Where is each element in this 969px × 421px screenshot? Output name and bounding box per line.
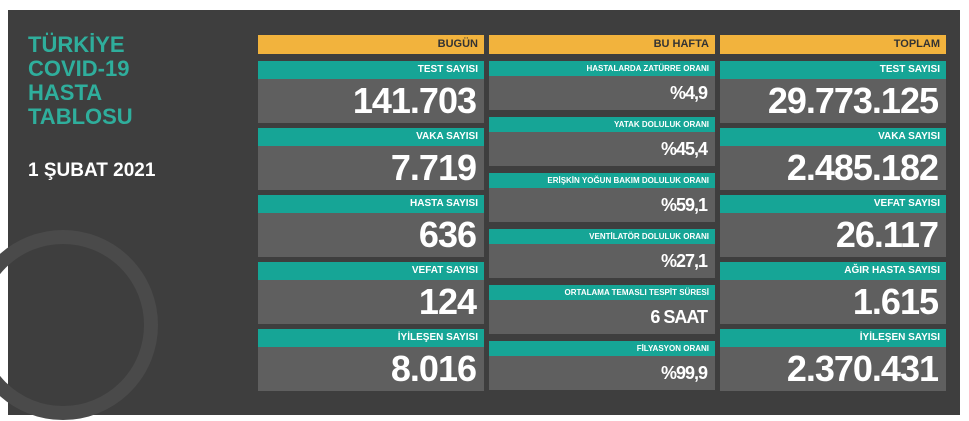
title-line: HASTA: [28, 80, 103, 105]
emblem: [0, 230, 158, 420]
cell-label: YATAK DOLULUK ORANI: [489, 117, 715, 132]
cell-value: %45,4: [489, 132, 715, 166]
title-line: TABLOSU: [28, 104, 133, 129]
date: 1 ŞUBAT 2021: [28, 160, 156, 181]
cell-label: VAKA SAYISI: [720, 128, 946, 146]
cell-label: TEST SAYISI: [258, 61, 484, 79]
cell-value: 1.615: [720, 280, 946, 324]
cell-value: 8.016: [258, 347, 484, 391]
cell-label: İYİLEŞEN SAYISI: [258, 329, 484, 347]
cell-value: %4,9: [489, 76, 715, 110]
cell-value: 26.117: [720, 213, 946, 257]
title-line: TÜRKİYE: [28, 32, 125, 57]
cell-label: İYİLEŞEN SAYISI: [720, 329, 946, 347]
cell-label: FİLYASYON ORANI: [489, 341, 715, 356]
cell-label: TEST SAYISI: [720, 61, 946, 79]
cell-value: 2.370.431: [720, 347, 946, 391]
cell-value: 6 SAAT: [489, 300, 715, 334]
cell-label: ORTALAMA TEMASLI TESPİT SÜRESİ: [489, 285, 715, 300]
cell-value: 29.773.125: [720, 79, 946, 123]
cell-value: 141.703: [258, 79, 484, 123]
cell-label: VEFAT SAYISI: [258, 262, 484, 280]
column-header: BU HAFTA: [489, 35, 715, 54]
title-line: COVID-19: [28, 56, 130, 81]
cell-label: HASTA SAYISI: [258, 195, 484, 213]
column-header: TOPLAM: [720, 35, 946, 54]
cell-value: %59,1: [489, 188, 715, 222]
cell-value: 2.485.182: [720, 146, 946, 190]
cell-label: VAKA SAYISI: [258, 128, 484, 146]
cell-label: VEFAT SAYISI: [720, 195, 946, 213]
panel: TÜRKİYE COVID-19 HASTA TABLOSU 1 ŞUBAT 2…: [0, 10, 960, 420]
cell-value: %99,9: [489, 356, 715, 390]
cell-value: 124: [258, 280, 484, 324]
cell-label: AĞIR HASTA SAYISI: [720, 262, 946, 280]
cell-value: 636: [258, 213, 484, 257]
cell-label: ERİŞKİN YOĞUN BAKIM DOLULUK ORANI: [489, 173, 715, 188]
cell-value: 7.719: [258, 146, 484, 190]
column-header: BUGÜN: [258, 35, 484, 54]
cell-label: HASTALARDA ZATÜRRE ORANI: [489, 61, 715, 76]
cell-value: %27,1: [489, 244, 715, 278]
cell-label: VENTİLATÖR DOLULUK ORANI: [489, 229, 715, 244]
